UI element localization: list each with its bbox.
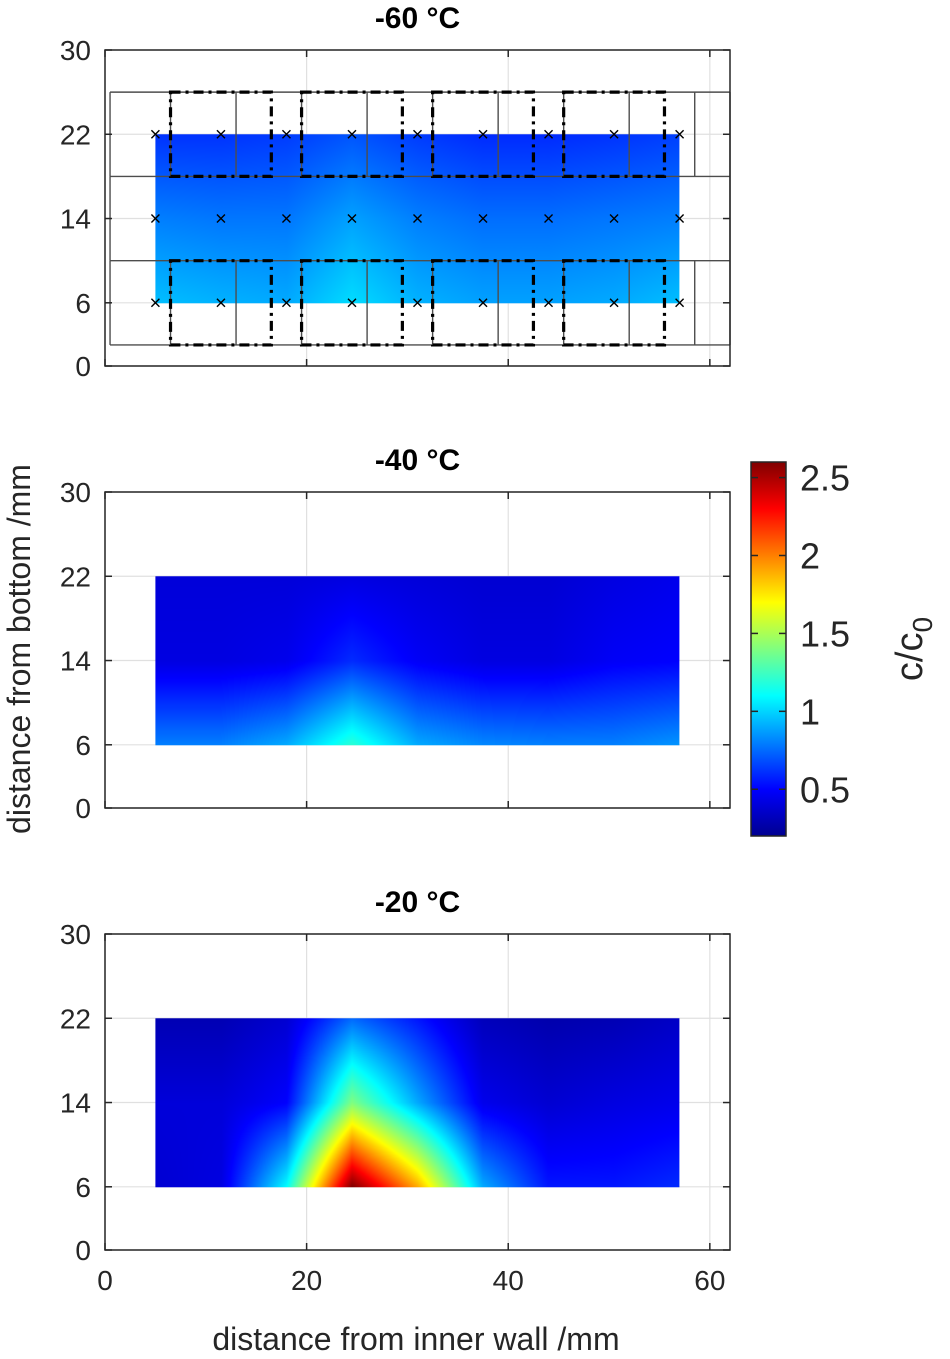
y-tick-label: 0: [75, 351, 91, 382]
sample-marker: [281, 298, 291, 308]
sample-marker: [413, 129, 422, 139]
sample-marker: [413, 298, 422, 308]
sample-marker: [347, 298, 357, 308]
y-axis-label: distance from bottom /mm: [1, 464, 37, 834]
sample-marker: [216, 298, 226, 308]
x-tick-label: 0: [97, 1265, 113, 1296]
y-tick-label: 6: [75, 1172, 91, 1203]
y-tick-label: 6: [75, 730, 91, 761]
sample-marker: [675, 298, 685, 308]
overlay-dash-rect: [562, 259, 667, 347]
y-tick-label: 0: [75, 1235, 91, 1266]
y-tick-label: 30: [60, 919, 91, 950]
sample-marker: [478, 214, 488, 224]
y-tick-label: 30: [60, 477, 91, 508]
sample-marker: [216, 129, 226, 139]
panel-title: -60 °C: [375, 2, 460, 35]
x-axis-label: distance from inner wall /mm: [212, 1321, 619, 1357]
heatmap-panel-2: 0 6 14 22 30 -40 °C: [60, 444, 731, 824]
sample-marker: [150, 129, 160, 139]
sample-marker: [281, 214, 291, 224]
sample-marker: [281, 129, 291, 139]
colorbar-label: c/c0: [889, 617, 938, 681]
sample-marker: [413, 214, 422, 224]
y-tick-label: 22: [60, 561, 91, 592]
sample-marker: [478, 129, 488, 139]
overlay-dash-rect: [299, 90, 404, 179]
colorbar-gradient: [750, 461, 787, 837]
sample-marker: [544, 298, 554, 308]
sample-marker: [150, 214, 160, 224]
heatmap-panel-1: 0 6 14 22 30 -60 °C: [60, 2, 731, 382]
sample-marker: [609, 298, 619, 308]
panel-title: -40 °C: [375, 444, 460, 477]
colorbar-tick-label: 2: [800, 536, 820, 577]
sample-marker: [544, 129, 554, 139]
y-tick-label: 0: [75, 793, 91, 824]
sample-marker: [609, 214, 619, 224]
heatmap-surface: [155, 576, 680, 746]
sample-marker: [216, 214, 226, 224]
sample-layout-overlay: [109, 90, 731, 347]
x-tick-label: 20: [291, 1265, 322, 1296]
sample-marker: [478, 298, 488, 308]
axes-frame: [104, 491, 731, 809]
overlay-dash-rect: [168, 259, 273, 347]
colorbar: 0.5 1 1.5 2 2.5 c/c0: [750, 458, 938, 837]
overlay-dash-rect: [431, 259, 536, 347]
sample-marker: [150, 298, 160, 308]
overlay-dash-rect: [168, 90, 273, 179]
heatmap-panel-3: 0 6 14 22 30 0 20 40 60 -20 °C: [60, 886, 731, 1296]
sample-marker: [347, 214, 357, 224]
heatmap-surface: [155, 1018, 680, 1188]
y-tick-label: 14: [60, 1088, 91, 1119]
sample-marker: [609, 129, 619, 139]
colorbar-tick-label: 1: [800, 691, 820, 732]
axes-frame: [104, 49, 731, 367]
x-tick-label: 60: [694, 1265, 725, 1296]
sample-marker: [675, 129, 685, 139]
sample-marker: [347, 129, 357, 139]
overlay-dash-rect: [562, 90, 667, 179]
y-tick-label: 6: [75, 288, 91, 319]
sample-marker: [544, 214, 554, 224]
overlay-dash-rect: [431, 90, 536, 179]
x-tick-label: 40: [493, 1265, 524, 1296]
y-tick-label: 14: [60, 204, 91, 235]
colorbar-tick-label: 0.5: [800, 769, 850, 810]
colorbar-tick-label: 1.5: [800, 613, 850, 654]
y-tick-label: 22: [60, 1003, 91, 1034]
y-tick-label: 22: [60, 119, 91, 150]
y-tick-label: 14: [60, 646, 91, 677]
sample-marker: [675, 214, 685, 224]
overlay-dash-rect: [299, 259, 404, 347]
panel-title: -20 °C: [375, 886, 460, 919]
colorbar-tick-label: 2.5: [800, 458, 850, 499]
axes-frame: [104, 933, 731, 1251]
y-tick-label: 30: [60, 35, 91, 66]
